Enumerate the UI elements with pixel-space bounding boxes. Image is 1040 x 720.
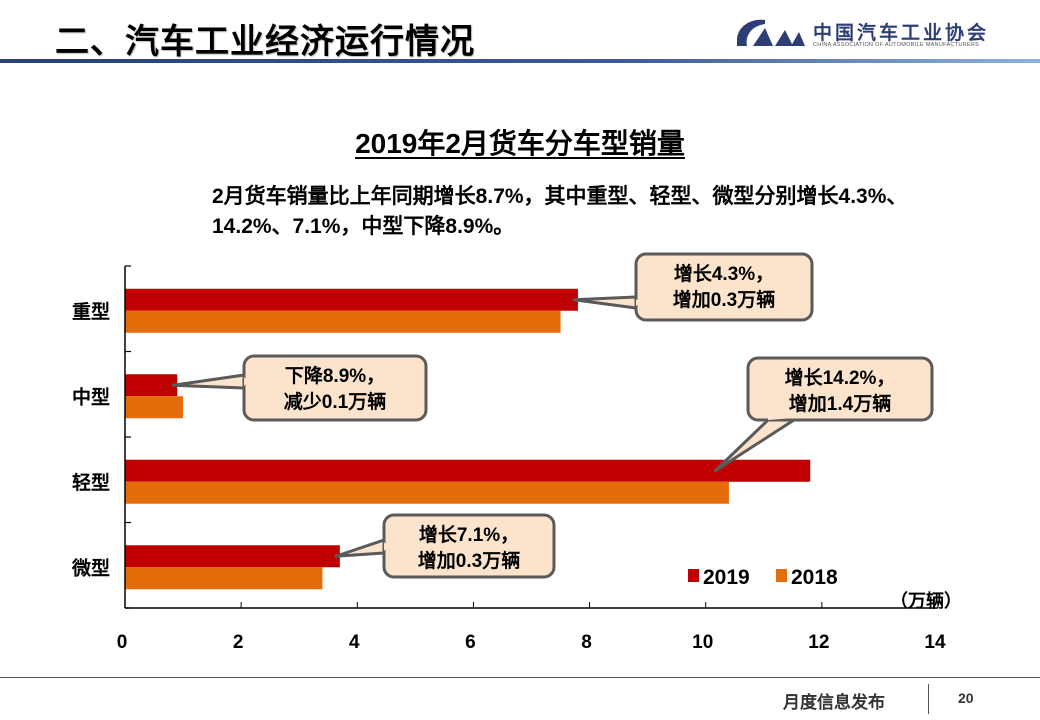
callout-0: 增长4.3%， 增加0.3万辆 [572,252,814,322]
category-label: 轻型 [72,471,110,494]
x-tick-label: 14 [924,632,946,653]
legend-swatch-2018 [776,569,787,582]
legend-swatch-2019 [688,569,699,582]
callout-pointer [171,373,246,390]
x-tick-label: 4 [349,632,360,653]
footer-divider [0,677,1040,678]
callout-text-line: 增长14.2%， [785,366,896,389]
legend-label-2018: 2018 [791,566,838,589]
footer-separator [928,684,929,714]
bar-2019-2 [125,459,811,482]
x-tick-label: 12 [808,632,829,653]
caam-logo: 中国汽车工业协会 CHINA ASSOCIATION OF AUTOMOBILE… [735,14,1035,54]
chart-title: 2019年2月货车分车型销量 [355,128,685,159]
category-label: 中型 [72,385,110,408]
bar-2019-1 [125,374,178,397]
category-label: 重型 [72,300,110,323]
chart-title-wrap: 2019年2月货车分车型销量 [0,122,1040,162]
summary-text: 2月货车销量比上年同期增长8.7%，其中重型、轻型、微型分别增长4.3%、14.… [212,185,908,238]
callout-box [746,356,934,422]
callout-text-line: 下降8.9%， [285,364,385,387]
caam-logo-icon [737,19,805,46]
logo-name-cn: 中国汽车工业协会 [813,23,990,44]
callout-pointer [334,538,386,558]
category-label: 微型 [71,556,110,579]
x-tick-label: 6 [465,632,476,653]
legend-label-2019: 2019 [703,566,750,589]
callout-seam [636,299,640,306]
x-tick-label: 0 [117,632,128,653]
x-tick-label: 10 [692,632,713,653]
callout-text-line: 增加1.4万辆 [789,392,891,415]
bar-2018-2 [125,481,729,504]
callout-seam [768,418,794,420]
bar-2019-0 [125,288,578,311]
callout-text-line: 增长7.1%， [419,523,519,546]
header-divider [0,59,1040,63]
callout-seam [384,542,388,551]
footer-label: 月度信息发布 [783,693,885,712]
page-number: 20 [958,690,974,706]
logo-name-en: CHINA ASSOCIATION OF AUTOMOBILE MANUFACT… [813,42,980,48]
callout-text-line: 减少0.1万辆 [284,390,386,413]
bar-2019-3 [125,545,340,568]
callout-text-line: 增长4.3%， [674,262,774,285]
bar-2018-0 [125,310,561,333]
x-tick-label: 8 [581,632,592,653]
slide-section-title: 二、汽车工业经济运行情况 [55,23,475,61]
callout-text-line: 增加0.3万辆 [418,549,520,572]
bar-2018-1 [125,396,184,419]
callout-box [242,354,428,422]
unit-label: （万辆） [890,590,962,611]
callout-3: 增长7.1%， 增加0.3万辆 [334,513,556,579]
callout-seam [244,377,248,386]
callout-box [634,252,814,322]
callout-text-line: 增加0.3万辆 [673,288,775,311]
callout-2: 增长14.2%， 增加1.4万辆 [713,356,934,473]
callout-1: 下降8.9%， 减少0.1万辆 [171,354,428,422]
bar-2018-3 [125,567,323,590]
callout-pointer [572,295,638,310]
x-tick-label: 2 [233,632,244,653]
